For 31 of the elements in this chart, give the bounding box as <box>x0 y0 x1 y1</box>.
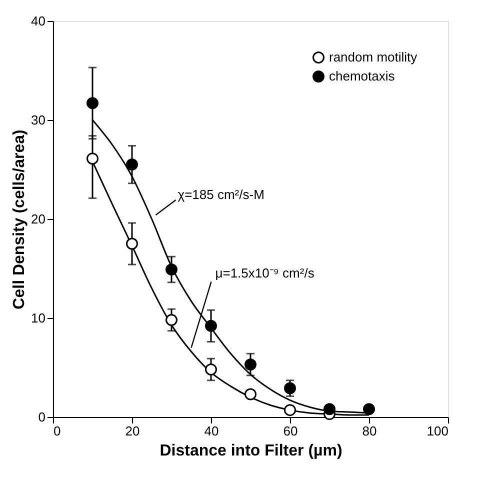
point <box>284 382 296 394</box>
point <box>363 403 375 416</box>
y-tick-label: 0 <box>38 410 46 424</box>
x-tick-label: 100 <box>426 424 448 438</box>
point <box>205 320 217 332</box>
y-axis-title: Cell Density (cells/area) <box>11 130 28 310</box>
y-tick-label: 40 <box>31 14 46 28</box>
point <box>166 264 178 276</box>
x-tick-label: 40 <box>204 424 219 438</box>
point <box>166 314 178 326</box>
point <box>86 97 98 110</box>
x-tick-label: 0 <box>54 424 61 438</box>
annotation: μ=1.5x10⁻⁹ cm²/s <box>215 266 315 281</box>
x-tick-label: 60 <box>283 424 298 438</box>
point <box>86 152 98 165</box>
y-tick-label: 30 <box>31 112 46 128</box>
legend-label: random motility <box>329 50 418 64</box>
y-tick-label: 10 <box>31 310 46 326</box>
x-tick-label: 20 <box>125 424 140 438</box>
y-tick-label: 20 <box>31 212 46 226</box>
legend-label: chemotaxis <box>329 68 396 84</box>
x-tick-label: 80 <box>362 424 377 438</box>
annotation: χ=185 cm²/s-M <box>178 187 264 202</box>
point <box>284 404 296 416</box>
point <box>205 363 217 376</box>
point <box>126 158 138 171</box>
x-axis-title: Distance into Filter (µm) <box>160 442 342 460</box>
point <box>244 358 256 371</box>
point <box>244 388 256 400</box>
point <box>324 403 336 416</box>
point <box>126 238 138 250</box>
